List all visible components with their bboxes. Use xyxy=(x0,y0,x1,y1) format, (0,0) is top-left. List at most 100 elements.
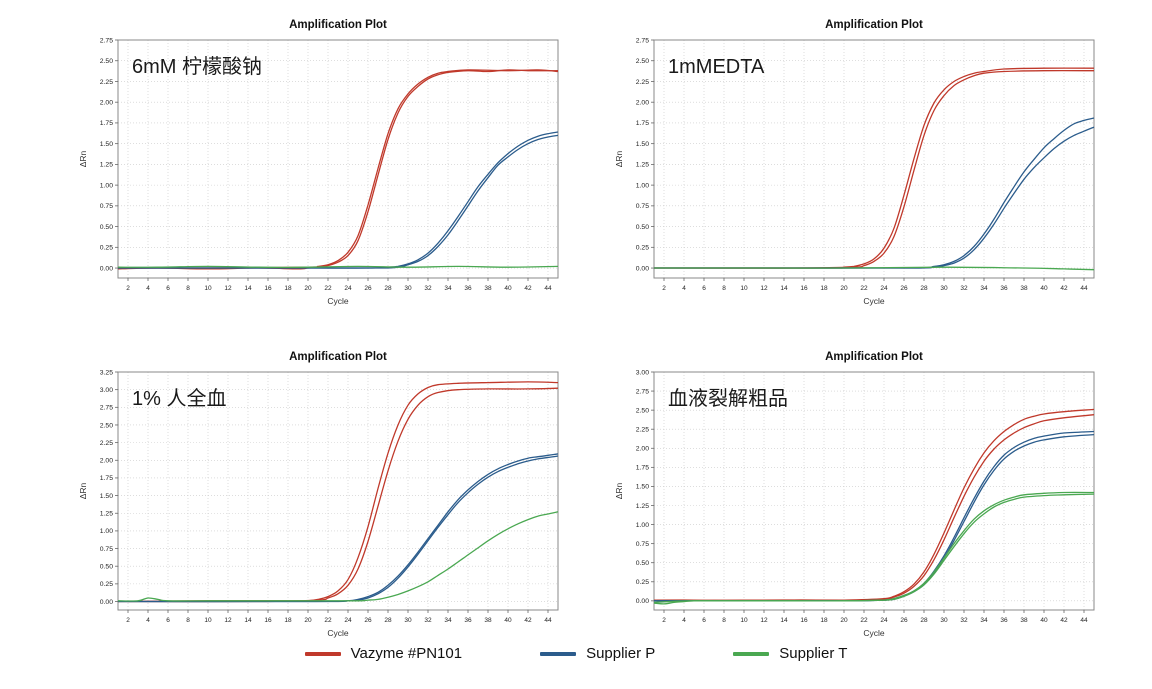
x-tick-label: 28 xyxy=(920,617,928,624)
y-tick-label: 2.25 xyxy=(100,79,113,86)
x-tick-label: 42 xyxy=(1060,617,1068,624)
series-line xyxy=(118,453,559,603)
x-tick-label: 32 xyxy=(960,617,968,624)
x-tick-label: 14 xyxy=(780,285,788,292)
y-tick-label: 2.00 xyxy=(636,99,649,106)
series-line xyxy=(117,511,559,602)
y-tick-label: 1.50 xyxy=(636,484,649,491)
x-tick-label: 8 xyxy=(186,285,190,292)
legend-label: Supplier P xyxy=(586,645,656,662)
x-tick-label: 38 xyxy=(1020,285,1028,292)
y-tick-label: 1.25 xyxy=(636,162,649,169)
x-tick-label: 16 xyxy=(800,285,808,292)
y-tick-label: 0.25 xyxy=(100,245,113,252)
y-tick-label: 1.25 xyxy=(100,162,113,169)
series-line xyxy=(117,455,559,603)
y-tick-label: 3.00 xyxy=(636,369,649,376)
y-tick-label: 1.00 xyxy=(100,528,113,535)
x-tick-label: 40 xyxy=(1040,617,1048,624)
x-tick-label: 4 xyxy=(682,285,686,292)
x-tick-label: 40 xyxy=(504,617,512,624)
y-tick-label: 0.00 xyxy=(636,265,649,272)
condition-annotation: 1mMEDTA xyxy=(668,56,765,78)
x-tick-label: 2 xyxy=(662,617,666,624)
plot-border xyxy=(653,371,1095,611)
legend-swatch-2 xyxy=(733,651,770,656)
series-line xyxy=(653,491,1095,605)
y-tick-label: 2.75 xyxy=(636,37,649,44)
y-tick-label: 0.50 xyxy=(636,560,649,567)
series-line xyxy=(653,430,1095,602)
x-tick-label: 12 xyxy=(760,617,768,624)
series-line xyxy=(117,69,559,269)
series-line xyxy=(654,67,1095,269)
x-tick-label: 10 xyxy=(204,617,212,624)
y-tick-label: 2.25 xyxy=(636,427,649,434)
x-tick-label: 6 xyxy=(166,285,170,292)
x-tick-label: 34 xyxy=(980,617,988,624)
x-axis-label: Cycle xyxy=(327,296,349,306)
amplification-plot-panel-1: Amplification Plot 0.00 0.25 0.50 0.75 1.00 1.… xyxy=(76,14,568,316)
x-tick-label: 38 xyxy=(484,285,492,292)
y-axis-label: ΔRn xyxy=(78,150,88,167)
y-tick-label: 1.75 xyxy=(100,120,113,127)
x-tick-label: 16 xyxy=(264,617,272,624)
y-tick-label: 1.25 xyxy=(636,503,649,510)
x-tick-label: 36 xyxy=(464,617,472,624)
y-tick-label: 2.00 xyxy=(636,446,649,453)
condition-annotation: 6mM 柠檬酸钠 xyxy=(132,55,262,78)
legend-swatch-1 xyxy=(540,651,577,656)
y-tick-label: 1.75 xyxy=(636,120,649,127)
series-line xyxy=(654,117,1095,269)
y-tick-label: 0.75 xyxy=(100,203,113,210)
y-tick-label: 0.75 xyxy=(636,541,649,548)
x-tick-label: 14 xyxy=(244,617,252,624)
x-tick-label: 42 xyxy=(1060,285,1068,292)
series-line xyxy=(118,131,559,269)
x-tick-label: 10 xyxy=(740,285,748,292)
y-tick-label: 2.25 xyxy=(100,440,113,447)
x-tick-label: 6 xyxy=(166,617,170,624)
y-tick-label: 1.00 xyxy=(636,182,649,189)
y-axis-label: ΔRn xyxy=(614,482,624,499)
x-tick-label: 42 xyxy=(524,617,532,624)
x-tick-label: 8 xyxy=(186,617,190,624)
x-tick-label: 16 xyxy=(264,285,272,292)
x-tick-label: 44 xyxy=(544,617,552,624)
y-tick-label: 2.50 xyxy=(100,58,113,65)
x-tick-label: 26 xyxy=(900,285,908,292)
x-tick-label: 10 xyxy=(740,617,748,624)
x-tick-label: 12 xyxy=(760,285,768,292)
y-tick-label: 1.50 xyxy=(100,493,113,500)
y-tick-label: 1.50 xyxy=(636,141,649,148)
x-tick-label: 28 xyxy=(384,285,392,292)
plot-border xyxy=(117,39,559,279)
y-tick-label: 0.00 xyxy=(100,265,113,272)
x-tick-label: 16 xyxy=(800,617,808,624)
x-tick-label: 8 xyxy=(722,285,726,292)
series-line xyxy=(653,433,1095,602)
y-tick-label: 0.50 xyxy=(100,224,113,231)
condition-annotation: 血液裂解粗品 xyxy=(668,387,788,410)
x-axis-label: Cycle xyxy=(863,296,885,306)
y-axis-label: ΔRn xyxy=(614,150,624,167)
x-tick-label: 32 xyxy=(960,285,968,292)
y-tick-label: 2.75 xyxy=(100,37,113,44)
x-tick-label: 2 xyxy=(126,617,130,624)
x-tick-label: 2 xyxy=(126,285,130,292)
y-tick-label: 0.75 xyxy=(636,203,649,210)
y-tick-label: 2.50 xyxy=(636,407,649,414)
y-tick-label: 0.25 xyxy=(100,581,113,588)
series-line xyxy=(117,381,559,603)
y-tick-label: 1.25 xyxy=(100,511,113,518)
x-tick-label: 30 xyxy=(404,617,412,624)
legend-item: Supplier P xyxy=(540,645,655,662)
series-line xyxy=(117,265,559,268)
x-tick-label: 6 xyxy=(702,617,706,624)
x-tick-label: 20 xyxy=(304,285,312,292)
y-axis-label: ΔRn xyxy=(78,482,88,499)
x-tick-label: 20 xyxy=(840,617,848,624)
x-tick-label: 36 xyxy=(1000,285,1008,292)
x-tick-label: 10 xyxy=(204,285,212,292)
